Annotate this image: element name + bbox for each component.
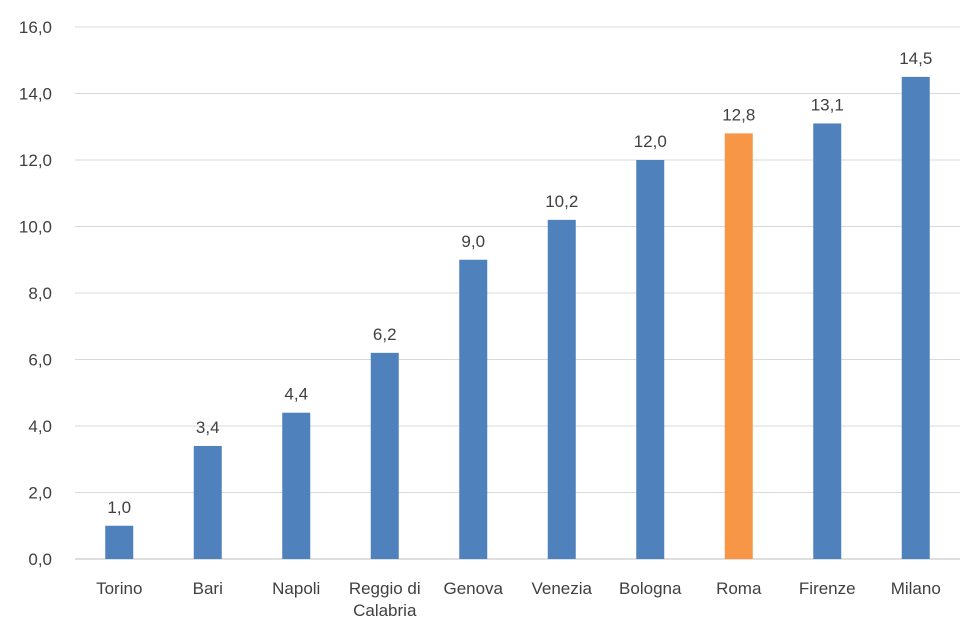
bar-torino bbox=[105, 525, 134, 559]
y-tick-label: 6,0 bbox=[28, 351, 52, 370]
bar-genova bbox=[459, 259, 488, 559]
y-tick-label: 2,0 bbox=[28, 484, 52, 503]
x-category-label: Venezia bbox=[532, 579, 593, 598]
y-tick-label: 8,0 bbox=[28, 284, 52, 303]
x-category-label: Roma bbox=[716, 579, 762, 598]
y-tick-label: 14,0 bbox=[19, 85, 52, 104]
bars bbox=[105, 76, 930, 560]
y-axis-ticks: 0,0 2,0 4,0 6,0 8,0 10,0 12,0 14,0 16,0 bbox=[19, 18, 52, 569]
x-category-label: Genova bbox=[443, 579, 503, 598]
data-label: 10,2 bbox=[545, 192, 578, 211]
y-tick-label: 10,0 bbox=[19, 218, 52, 237]
y-tick-label: 4,0 bbox=[28, 417, 52, 436]
data-label: 14,5 bbox=[899, 49, 932, 68]
x-category-label: Torino bbox=[96, 579, 142, 598]
bar-reggio-di-calabria bbox=[370, 352, 399, 559]
bar-bari bbox=[193, 445, 222, 559]
data-labels: 1,0 3,4 4,4 6,2 9,0 10,2 12,0 12,8 13,1 14,5 bbox=[107, 49, 932, 517]
bar-firenze bbox=[813, 123, 842, 560]
data-label: 9,0 bbox=[461, 232, 485, 251]
data-label: 6,2 bbox=[373, 325, 397, 344]
bar-venezia bbox=[547, 219, 576, 559]
bar-roma bbox=[724, 133, 753, 559]
data-label: 12,8 bbox=[722, 105, 755, 124]
data-label: 1,0 bbox=[107, 498, 131, 517]
x-axis-categories: Torino Bari Napoli Reggio di Calabria Genova V… bbox=[96, 579, 941, 620]
bar-bologna bbox=[636, 160, 665, 559]
y-tick-label: 12,0 bbox=[19, 151, 52, 170]
x-category-label: Bari bbox=[193, 579, 223, 598]
y-tick-label: 0,0 bbox=[28, 550, 52, 569]
x-category-label: Calabria bbox=[353, 601, 417, 620]
data-label: 12,0 bbox=[634, 132, 667, 151]
x-category-label: Milano bbox=[891, 579, 941, 598]
data-label: 4,4 bbox=[284, 385, 308, 404]
gridlines bbox=[75, 26, 960, 560]
data-label: 3,4 bbox=[196, 418, 220, 437]
data-label: 13,1 bbox=[811, 95, 844, 114]
x-category-label: Firenze bbox=[799, 579, 856, 598]
bar-milano bbox=[901, 76, 930, 559]
x-category-label: Bologna bbox=[619, 579, 682, 598]
bar-napoli bbox=[282, 412, 311, 559]
y-tick-label: 16,0 bbox=[19, 18, 52, 37]
x-category-label: Reggio di bbox=[349, 579, 421, 598]
x-category-label: Napoli bbox=[272, 579, 320, 598]
